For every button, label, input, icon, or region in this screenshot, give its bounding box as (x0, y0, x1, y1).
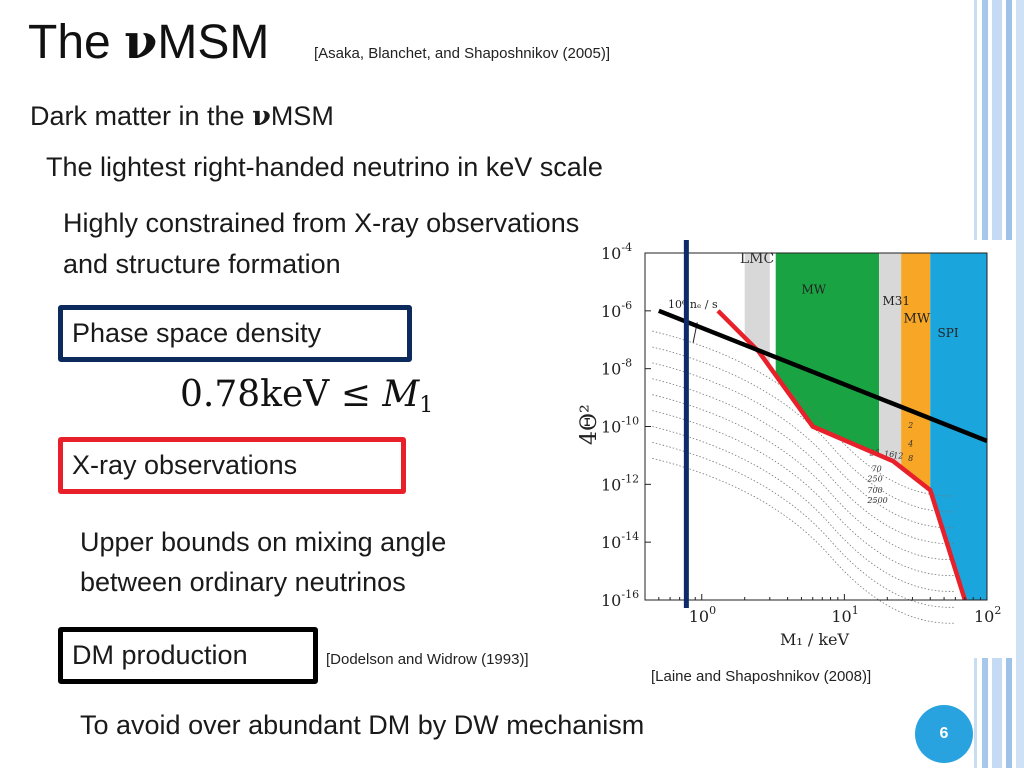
title-prefix: The (28, 16, 125, 69)
formula-subscript: 1 (419, 393, 434, 418)
contour-label-6: 2500 (866, 496, 887, 505)
red-constraint-line (716, 309, 968, 601)
contour-curve-8 (652, 457, 956, 624)
contour-label-4: 250 (866, 474, 882, 483)
contour-curve-2 (652, 362, 956, 529)
contour-curve-3 (652, 378, 956, 545)
phase-space-label: Phase space density (72, 318, 322, 348)
bottom-statement: To avoid over abundant DM by DW mechanis… (80, 710, 645, 740)
contour-curve-4 (652, 394, 956, 560)
contour-curve-1 (652, 346, 956, 513)
formula-lhs: 0.78keV ≤ (180, 374, 383, 415)
dm-citation: [Dodelson and Widrow (1993)] (326, 651, 529, 668)
region-label-lmc-0: LMC (740, 251, 774, 267)
region-label-spi-4: SPI (938, 326, 959, 340)
contour-curve-0 (652, 330, 956, 497)
subtitle: Dark matter in the νMSM (30, 101, 334, 132)
page-number-badge: 6 (915, 705, 973, 763)
contour-label-5: 700 (867, 486, 882, 495)
figure-citation: [Laine and Shaposhnikov (2008)] (651, 668, 872, 685)
bullet-constrained-line1: Highly constrained from X-ray observatio… (63, 208, 580, 238)
x-axis-label: M₁ / keV (780, 630, 850, 649)
region-label-mw-1: MW (801, 282, 826, 296)
title-citation: [Asaka, Blanchet, and Shaposhnikov (2005… (314, 45, 611, 62)
region-label-m31-2: M31 (882, 294, 910, 308)
subtitle-nu-symbol: ν (252, 101, 271, 132)
dm-production-box: DM production (58, 627, 318, 684)
contour-curve-6 (652, 426, 956, 592)
bullet-constrained-line2: and structure formation (63, 249, 341, 279)
xray-desc-line2: between ordinary neutrinos (80, 567, 406, 597)
xray-label: X-ray observations (72, 450, 298, 480)
contour-label-8: 4 (907, 440, 913, 449)
contour-label-1: 16 (884, 450, 894, 459)
contour-curve-7 (652, 442, 956, 608)
subtitle-suffix: MSM (270, 101, 334, 131)
allowed-region (645, 310, 965, 600)
contour-label-7: 2 (907, 421, 913, 430)
mass-bound-formula: 0.78keV ≤ M1 (180, 374, 433, 418)
y-axis-label: 4Θ² (577, 404, 602, 445)
xray-desc-line1: Upper bounds on mixing angle (80, 527, 447, 557)
bullet-lightest-neutrino: The lightest right-handed neutrino in ke… (46, 152, 603, 182)
region-label-mw-3: MW (904, 311, 931, 326)
dm-production-label: DM production (72, 640, 248, 670)
contour-label-3: 70 (872, 464, 882, 473)
title-suffix: MSM (157, 16, 270, 69)
formula-variable: M (382, 374, 420, 415)
black-constraint-line (657, 308, 988, 444)
title-nu-symbol: ν (124, 14, 158, 70)
phase-space-box: Phase space density (58, 305, 412, 362)
contour-label-9: 8 (908, 454, 913, 463)
slide-title: The νMSM (28, 14, 269, 70)
contour-label-2: 12 (893, 451, 903, 460)
annotation-production-rate: 10⁶ nₑ / s (668, 298, 718, 311)
subtitle-prefix: Dark matter in the (30, 101, 253, 131)
contour-curve-5 (652, 410, 956, 576)
xray-box: X-ray observations (58, 437, 406, 494)
